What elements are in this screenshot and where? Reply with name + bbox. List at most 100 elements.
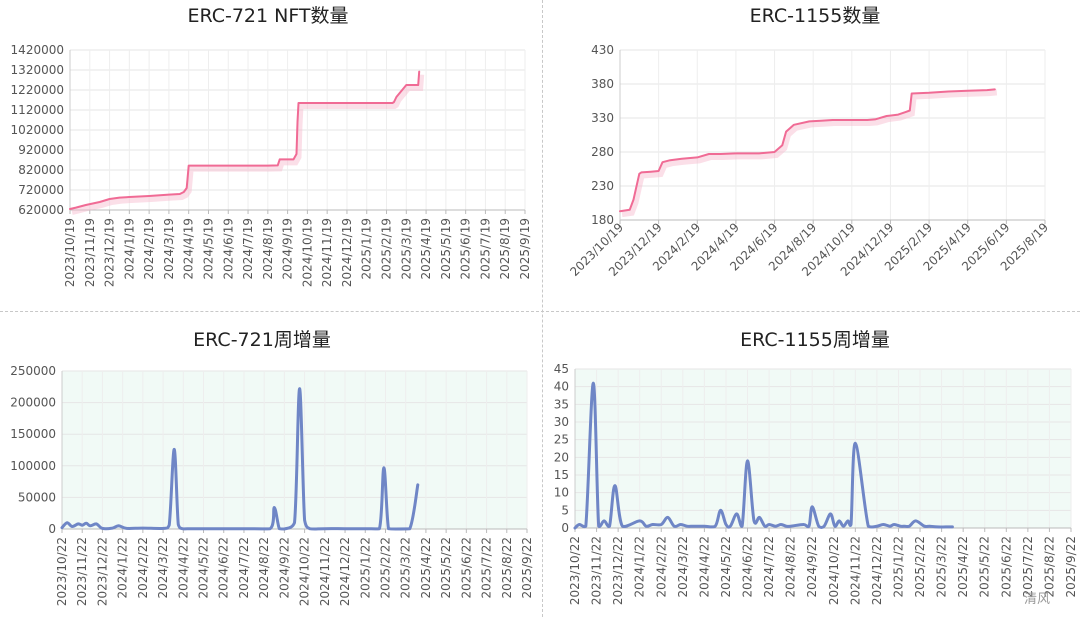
y-tick-label: 200000 (10, 396, 56, 410)
y-tick-label: 10 (554, 486, 569, 500)
y-tick-label: 180 (591, 213, 614, 227)
y-tick-label: 35 (554, 397, 569, 411)
x-tick-label: 2024/8/19 (261, 218, 275, 280)
erc1155-weekly-chart: ERC-1155周增量 0 5 10 15 20 25 30 35 40 45 2023/10/22 2… (545, 313, 1080, 617)
chart-title: ERC-721 NFT数量 (187, 5, 348, 27)
y-tick-label: 1220000 (11, 83, 64, 97)
x-tick-label: 2024/2/22 (654, 536, 668, 598)
x-tick-label: 2024/8/22 (257, 537, 271, 599)
plot-background (575, 369, 1071, 528)
x-tick-label: 2025/8/22 (500, 537, 514, 599)
x-tick-label: 2024/4/22 (176, 537, 190, 599)
x-tick-label: 2023/11/22 (75, 537, 89, 606)
vertical-divider (542, 0, 543, 617)
y-tick-label: 5 (561, 503, 569, 517)
series-line (69, 70, 421, 210)
x-tick-label: 2024/1/22 (633, 536, 647, 598)
y-tick-label: 40 (554, 380, 569, 394)
x-tick-label: 2025/1/19 (360, 218, 374, 280)
x-tick-label: 2023/12/19 (103, 218, 117, 287)
x-tick-label: 2024/1/22 (116, 537, 130, 599)
y-tick-label: 620000 (18, 203, 64, 217)
y-tick-label: 820000 (18, 163, 64, 177)
x-tick-label: 2025/4/19 (419, 218, 433, 280)
x-tick-label: 2024/8/22 (784, 536, 798, 598)
x-tick-label: 2025/8/19 (498, 218, 512, 280)
x-tick-label: 2025/6/22 (999, 536, 1013, 598)
y-tick-label: 30 (554, 415, 569, 429)
y-tick-label: 250000 (10, 364, 56, 378)
series-line (573, 381, 954, 530)
x-tick-label: 2025/6/19 (459, 218, 473, 280)
y-tick-label: 230 (591, 179, 614, 193)
y-tick-label: 1420000 (11, 43, 64, 57)
x-tick-label: 2024/2/22 (136, 537, 150, 599)
x-tick-label: 2025/3/19 (399, 218, 413, 280)
y-tick-label: 25 (554, 433, 569, 447)
erc1155-weekly-svg: ERC-1155周增量 0 5 10 15 20 25 30 35 40 45 2023/10/22 2… (554, 329, 1078, 605)
x-tick-label: 2024/10/19 (300, 218, 314, 287)
x-tick-label: 2024/7/19 (241, 218, 255, 280)
x-tick-label: 2025/5/22 (439, 537, 453, 599)
x-tick-label: 2024/7/22 (762, 536, 776, 598)
series-shadow (621, 89, 998, 218)
y-tick-label: 0 (561, 521, 569, 535)
y-tick-label: 1120000 (11, 103, 64, 117)
y-tick-label: 50000 (18, 490, 56, 504)
erc721-total-chart: ERC-721 NFT数量 620000 720000 820000 920000 102… (0, 0, 540, 310)
erc721-weekly-svg: ERC-721周增量 0 50000 100000 150000 200000 250000… (10, 329, 534, 606)
y-tick-label: 380 (591, 77, 614, 91)
x-tick-label: 2024/5/22 (197, 537, 211, 599)
x-tick-label: 2025/4/22 (956, 536, 970, 598)
x-tick-label: 2025/4/22 (419, 537, 433, 599)
x-tick-label: 2024/12/22 (870, 536, 884, 605)
horizontal-divider (0, 311, 1080, 312)
x-tick-label: 2024/1/19 (122, 218, 136, 280)
series-line (619, 88, 996, 213)
x-tick-label: 2025/8/22 (1042, 536, 1056, 598)
x-tick-label: 2024/7/22 (237, 537, 251, 599)
x-tick-label: 2025/9/22 (1064, 536, 1078, 598)
series-shadow (71, 74, 425, 215)
x-tick-label: 2023/10/22 (55, 537, 69, 606)
y-tick-label: 330 (591, 111, 614, 125)
x-tick-label: 2024/9/19 (281, 218, 295, 280)
x-tick-label: 2025/7/22 (1021, 536, 1035, 598)
x-tick-label: 2024/11/22 (318, 537, 332, 606)
y-tick-label: 1320000 (11, 63, 64, 77)
x-tick-label: 2024/9/22 (805, 536, 819, 598)
y-tick-label: 20 (554, 450, 569, 464)
x-tick-label: 2023/12/22 (95, 537, 109, 606)
x-tick-label: 2025/2/19 (380, 218, 394, 280)
x-tick-label: 2024/3/22 (676, 536, 690, 598)
chart-title: ERC-1155数量 (750, 5, 881, 27)
y-tick-label: 720000 (18, 183, 64, 197)
x-tick-label: 2024/4/22 (697, 536, 711, 598)
x-tick-label: 2025/9/19 (518, 218, 532, 280)
x-tick-label: 2025/5/19 (439, 218, 453, 280)
y-tick-label: 15 (554, 468, 569, 482)
series-line (60, 387, 420, 531)
erc1155-total-svg: ERC-1155数量1802302803303804302023/10/1920… (567, 5, 1051, 279)
x-tick-label: 2023/11/22 (590, 536, 604, 605)
x-tick-label: 2024/2/19 (142, 218, 156, 280)
erc721-weekly-chart: ERC-721周增量 0 50000 100000 150000 200000 250000… (0, 313, 540, 617)
y-tick-label: 0 (48, 522, 56, 536)
x-tick-label: 2025/3/22 (399, 537, 413, 599)
y-tick-label: 430 (591, 43, 614, 57)
x-tick-label: 2024/5/22 (719, 536, 733, 598)
x-tick-label: 2024/6/19 (221, 218, 235, 280)
y-tick-label: 280 (591, 145, 614, 159)
x-tick-label: 2025/2/22 (913, 536, 927, 598)
y-tick-label: 45 (554, 362, 569, 376)
x-tick-label: 2024/3/22 (156, 537, 170, 599)
watermark-text: 清风 (1023, 592, 1050, 607)
x-tick-label: 2024/11/22 (848, 536, 862, 605)
x-tick-label: 2023/11/19 (83, 218, 97, 287)
chart-title: ERC-721周增量 (193, 329, 331, 351)
chart-title: ERC-1155周增量 (740, 329, 890, 351)
x-tick-label: 2023/12/22 (611, 536, 625, 605)
y-tick-label: 920000 (18, 143, 64, 157)
x-tick-label: 2024/12/22 (338, 537, 352, 606)
x-tick-label: 2024/12/19 (340, 218, 354, 287)
